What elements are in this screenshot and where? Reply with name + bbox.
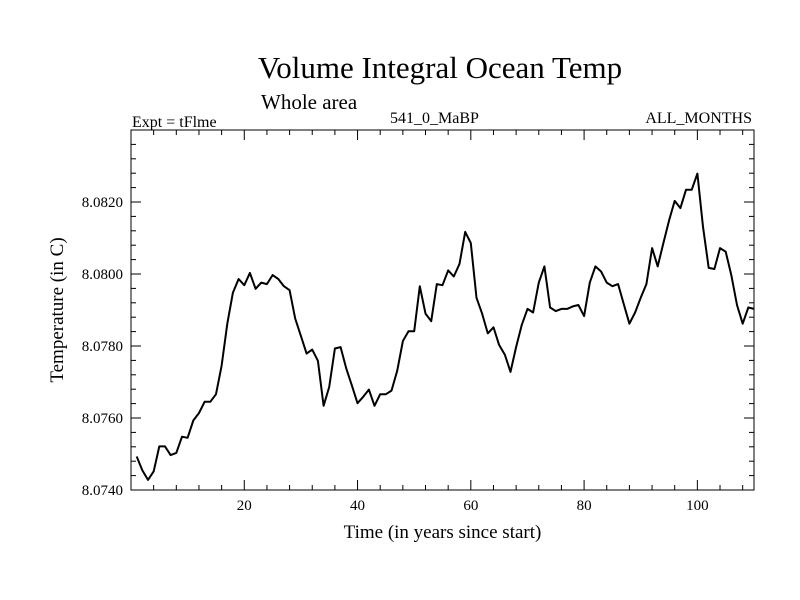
y-tick-label: 8.0820 <box>82 195 123 211</box>
tick-label-group: 20 40 60 80 100 8.0740 8.0760 8.0780 8.0800 8.082… <box>82 195 709 514</box>
chart-title: Volume Integral Ocean Temp <box>257 50 623 85</box>
x-tick-label: 60 <box>463 498 478 514</box>
plot-frame <box>130 129 755 491</box>
y-tick-label: 8.0800 <box>82 267 123 283</box>
y-tick-label: 8.0760 <box>82 411 123 427</box>
x-tick-label: 100 <box>686 498 709 514</box>
tick-group <box>131 130 754 490</box>
period-label: 541_0_MaBP <box>390 110 479 127</box>
y-axis-label: Temperature (in C) <box>47 237 68 382</box>
series-line <box>135 172 755 481</box>
chart-subtitle: Whole area <box>261 90 358 114</box>
y-tick-label: 8.0780 <box>82 339 123 355</box>
experiment-label: Expt = tFlme <box>132 114 217 131</box>
x-tick-label: 80 <box>577 498 592 514</box>
x-axis-label: Time (in years since start) <box>344 522 542 543</box>
months-label: ALL_MONTHS <box>645 110 752 127</box>
x-tick-label: 40 <box>350 498 365 514</box>
y-tick-label: 8.0740 <box>82 483 123 499</box>
x-tick-label: 20 <box>237 498 252 514</box>
